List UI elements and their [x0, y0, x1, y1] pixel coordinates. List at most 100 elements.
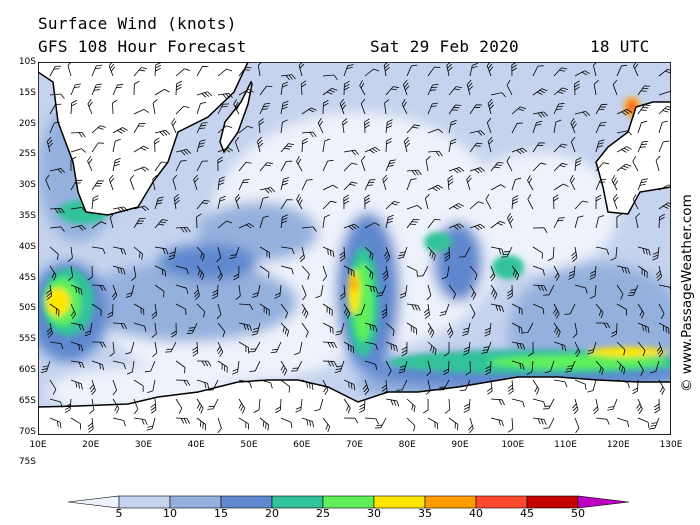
wind-barb	[553, 143, 568, 153]
wind-barb	[385, 200, 400, 210]
wind-map	[38, 62, 671, 435]
wind-barb	[448, 284, 456, 300]
wind-barb	[385, 137, 392, 153]
wind-barb	[196, 265, 205, 281]
wind-barb	[511, 62, 518, 77]
wind-barb	[49, 121, 61, 134]
wind-barb	[658, 120, 668, 134]
wind-barb	[486, 379, 493, 395]
wind-barb	[91, 341, 107, 348]
wind-barb	[469, 104, 482, 115]
wind-barb	[466, 174, 472, 191]
longitude-label: 100E	[501, 440, 525, 450]
wind-barb	[532, 111, 549, 118]
wind-barb	[171, 117, 177, 134]
wind-barb	[595, 303, 604, 319]
wind-barb	[422, 398, 429, 414]
wind-barb	[91, 246, 106, 255]
wind-barb	[469, 303, 476, 319]
wind-barb	[49, 168, 66, 174]
wind-barb	[486, 62, 494, 77]
wind-barb	[463, 341, 471, 356]
wind-barb	[658, 184, 671, 191]
wind-barb	[91, 180, 104, 191]
wind-barb	[150, 398, 157, 414]
wind-barb	[399, 284, 408, 299]
wind-barb	[511, 341, 526, 350]
wind-barb	[385, 360, 392, 376]
wind-barb	[427, 417, 439, 430]
wind-barb	[301, 107, 317, 115]
wind-barb	[111, 284, 118, 301]
longitude-label: 120E	[606, 440, 630, 450]
wind-barb	[616, 108, 633, 116]
wind-barb	[632, 194, 639, 210]
wind-barb	[233, 265, 240, 281]
wind-barb	[490, 303, 505, 312]
wind-barb	[109, 212, 115, 229]
wind-barb	[553, 322, 561, 338]
wind-barb	[383, 246, 391, 263]
wind-barb	[45, 174, 51, 191]
wind-barb	[91, 83, 103, 96]
wind-barb	[446, 62, 453, 77]
longitude-label: 60E	[293, 440, 311, 450]
wind-barb	[343, 149, 359, 156]
wind-barb	[196, 398, 204, 414]
wind-barb	[547, 246, 555, 261]
wind-barb	[196, 379, 210, 390]
wind-barb	[217, 125, 232, 134]
wind-barb	[589, 265, 597, 280]
wind-barb	[131, 265, 137, 281]
wind-barb	[259, 379, 273, 389]
wind-barb	[570, 136, 576, 153]
wind-barb	[553, 183, 569, 191]
wind-barb	[553, 265, 560, 281]
wind-barb	[151, 322, 157, 338]
wind-barb	[300, 80, 307, 96]
wind-barb	[385, 119, 393, 134]
wind-barb	[46, 322, 53, 339]
wind-barb	[196, 139, 206, 153]
wind-barb	[574, 215, 584, 229]
wind-barb	[70, 99, 78, 115]
wind-barb	[553, 87, 568, 96]
wind-barb	[528, 341, 534, 357]
wind-barb	[655, 265, 662, 282]
wind-barb	[248, 341, 261, 353]
longitude-label: 40E	[187, 440, 205, 450]
wind-barb	[469, 167, 486, 174]
wind-barb	[89, 379, 96, 396]
wind-barb	[511, 106, 527, 115]
wind-barb	[126, 360, 135, 375]
wind-barb	[595, 139, 605, 153]
wind-barb	[70, 148, 87, 153]
wind-barb	[70, 179, 83, 191]
wind-barb	[129, 174, 135, 191]
wind-barb	[486, 117, 492, 134]
wind-barb	[296, 156, 303, 172]
wind-barb	[385, 398, 400, 407]
wind-barb	[196, 200, 210, 210]
wind-barb	[196, 213, 202, 229]
wind-barb	[574, 111, 591, 117]
latitude-label: 55S	[18, 334, 36, 345]
wind-barb	[259, 85, 273, 96]
wind-barb	[427, 66, 441, 77]
wind-barb	[196, 65, 209, 77]
wind-barb	[511, 147, 528, 155]
wind-barb	[49, 398, 63, 408]
wind-barb	[238, 341, 249, 354]
wind-barb	[487, 136, 494, 153]
latitude-label: 10S	[18, 57, 36, 67]
wind-barb	[607, 398, 618, 411]
wind-barb	[427, 218, 441, 229]
wind-barb	[490, 92, 507, 98]
wind-barb	[396, 379, 408, 391]
wind-barb	[253, 398, 261, 413]
wind-barb	[154, 137, 160, 153]
wind-barb	[611, 322, 618, 338]
wind-barb	[658, 106, 671, 115]
wind-barb	[595, 360, 604, 375]
wind-barb	[67, 246, 73, 262]
